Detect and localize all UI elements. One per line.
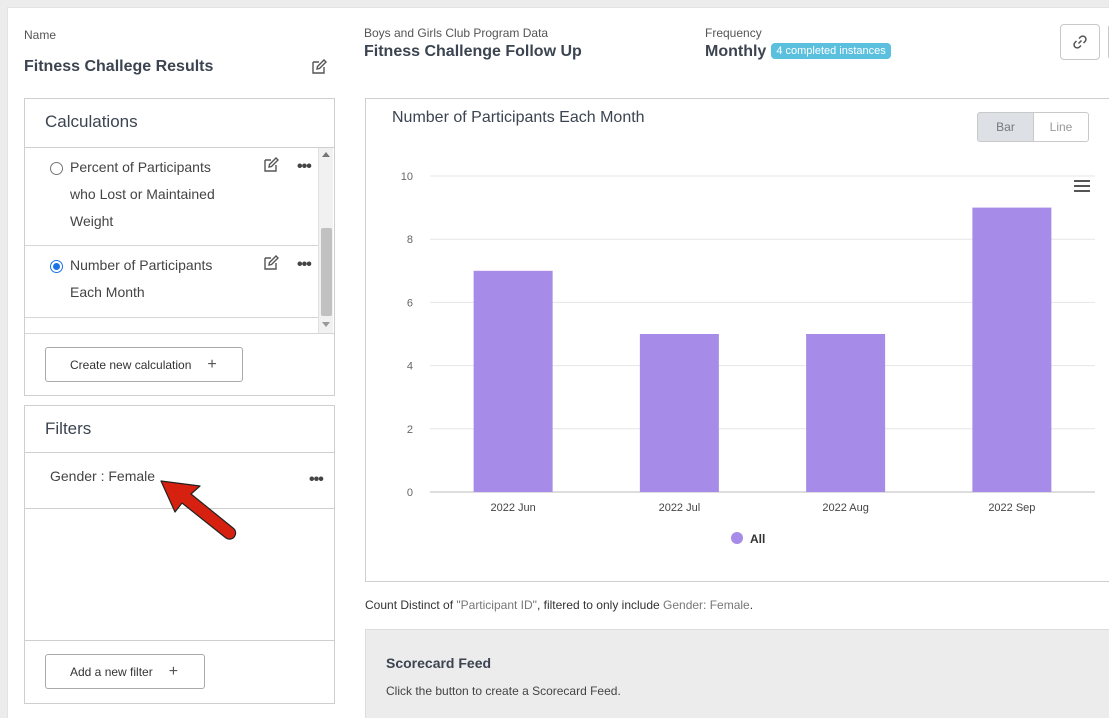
name-label: Name: [24, 28, 57, 42]
legend-label: All: [750, 532, 765, 546]
edit-calc-number-icon[interactable]: [262, 254, 280, 272]
calculations-list: Percent of Participants who Lost or Main…: [25, 148, 318, 333]
legend-marker: [731, 532, 743, 544]
calc-label-percent: Percent of Participants who Lost or Main…: [70, 159, 215, 229]
program-label: Boys and Girls Club Program Data: [364, 26, 549, 40]
bar: [473, 270, 553, 492]
add-filter-label: Add a new filter: [70, 664, 153, 679]
calc-percent-more-icon[interactable]: •••: [297, 158, 312, 175]
bar-chart: 0 2 4 6 8 10 2022 Jun 2022 Jul 2022 Aug 2022 Sep A…: [401, 171, 1095, 546]
annotation-arrow-icon: [160, 480, 237, 540]
report-name: Fitness Challege Results: [24, 58, 214, 75]
chart-menu-icon[interactable]: [1074, 180, 1090, 195]
caption-filter: Gender: Female: [663, 598, 750, 612]
bar: [806, 334, 886, 492]
caption-middle: , filtered to only include: [536, 598, 664, 612]
calc-number-more-icon[interactable]: •••: [297, 256, 312, 273]
bar: [972, 207, 1052, 492]
y-tick-label: 6: [407, 297, 413, 309]
edit-name-icon[interactable]: [310, 58, 328, 76]
caption-prefix: Count Distinct of: [365, 598, 457, 612]
caption-field: "Participant ID": [456, 598, 537, 612]
link-button[interactable]: [1060, 24, 1100, 60]
y-tick-label: 10: [401, 171, 413, 183]
program-name: Fitness Challenge Follow Up: [364, 43, 582, 60]
chart-title: Number of Participants Each Month: [392, 109, 645, 126]
frequency-value: Monthly 4 completed instances: [705, 43, 891, 61]
y-tick-label: 0: [407, 487, 413, 499]
line-toggle-button[interactable]: Line: [1033, 112, 1089, 142]
calc-item-percent[interactable]: Percent of Participants who Lost or Main…: [25, 148, 318, 246]
calculation-caption: Count Distinct of "Participant ID", filt…: [365, 598, 753, 612]
plus-icon: +: [168, 662, 179, 680]
calc-divider: [25, 333, 334, 334]
chart-panel: Number of Participants Each Month Bar Li…: [365, 98, 1109, 582]
scorecard-feed-panel: Scorecard Feed Click the button to creat…: [365, 629, 1109, 718]
create-calculation-button[interactable]: Create new calculation +: [45, 347, 243, 382]
scorecard-feed-title: Scorecard Feed: [386, 655, 492, 671]
filters-title: Filters: [25, 406, 334, 453]
x-tick-label: 2022 Aug: [822, 502, 869, 514]
bar: [639, 334, 719, 492]
frequency-label: Frequency: [705, 26, 762, 40]
plus-icon: +: [207, 355, 217, 373]
calculations-scrollbar[interactable]: [318, 148, 333, 333]
x-tick-label: 2022 Jul: [659, 502, 701, 514]
scorecard-feed-desc: Click the button to create a Scorecard F…: [386, 684, 621, 698]
calculations-title: Calculations: [25, 99, 334, 148]
create-calculation-label: Create new calculation: [70, 357, 192, 372]
x-tick-label: 2022 Sep: [988, 502, 1035, 514]
filter-label: Gender : Female: [50, 468, 156, 484]
scroll-up-icon[interactable]: [322, 152, 330, 157]
filter-more-icon[interactable]: •••: [309, 471, 324, 488]
scroll-down-icon[interactable]: [322, 322, 330, 327]
scroll-thumb[interactable]: [321, 228, 332, 316]
y-tick-label: 8: [407, 234, 413, 246]
x-tick-label: 2022 Jun: [490, 502, 535, 514]
filters-panel: Filters Gender : Female ••• Add a new fi…: [24, 405, 335, 704]
page: Name Fitness Challege Results Boys and G…: [7, 7, 1109, 718]
frequency-text: Monthly: [705, 43, 767, 60]
add-filter-button[interactable]: Add a new filter +: [45, 654, 205, 689]
filter-divider: [25, 640, 334, 641]
y-tick-label: 2: [407, 424, 413, 436]
calc-radio-percent[interactable]: [50, 162, 63, 175]
calc-radio-number[interactable]: [50, 260, 63, 273]
calculations-panel: Calculations Percent of Participants who…: [24, 98, 335, 396]
caption-suffix: .: [749, 598, 754, 612]
link-icon: [1073, 35, 1087, 49]
edit-calc-percent-icon[interactable]: [262, 156, 280, 174]
calc-item-number[interactable]: Number of Participants Each Month •••: [25, 246, 318, 318]
calc-label-number: Number of Participants Each Month: [70, 257, 213, 300]
instances-badge: 4 completed instances: [771, 43, 891, 59]
y-tick-label: 4: [407, 361, 413, 373]
filter-item[interactable]: Gender : Female •••: [25, 453, 334, 509]
